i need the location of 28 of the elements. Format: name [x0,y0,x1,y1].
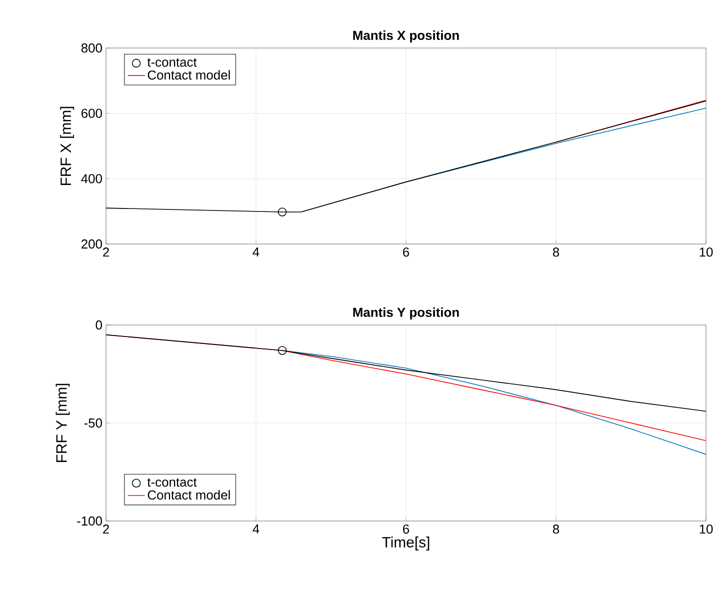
y-tick-label: -50 [84,418,102,428]
x-tick-label: 8 [552,524,560,534]
legend-label: Contact model [148,70,230,80]
y-axis-title: FRF X [mm] [60,106,74,186]
y-tick-label: 400 [81,174,102,184]
x-tick-label: 4 [252,524,260,534]
x-tick-label: 10 [700,248,713,257]
y-axis-title: FRF Y [mm] [56,384,70,462]
y-tick-label: 0 [96,320,102,330]
y-tick-label: 200 [82,239,102,249]
chart-title: Mantis Y position [353,307,459,320]
x-tick-label: 2 [103,248,109,257]
legend-label: t-contact [147,478,197,487]
x-tick-label: 8 [552,248,560,257]
x-tick-label: 6 [403,248,410,257]
legend-label: Contact model [148,490,230,500]
y-tick-label: -100 [77,516,102,526]
x-tick-label: 6 [403,524,410,534]
line-series [106,334,706,412]
line-series [106,100,706,212]
legend-label: t-contact [147,58,197,67]
x-tick-label: 2 [103,524,109,534]
chart-title: Mantis X position [353,30,459,42]
x-axis-title: Time[s] [382,536,430,550]
y-tick-label: 800 [81,43,102,53]
x-tick-label: 4 [252,248,260,256]
x-tick-label: 10 [700,524,713,534]
y-tick-label: 600 [82,108,102,118]
